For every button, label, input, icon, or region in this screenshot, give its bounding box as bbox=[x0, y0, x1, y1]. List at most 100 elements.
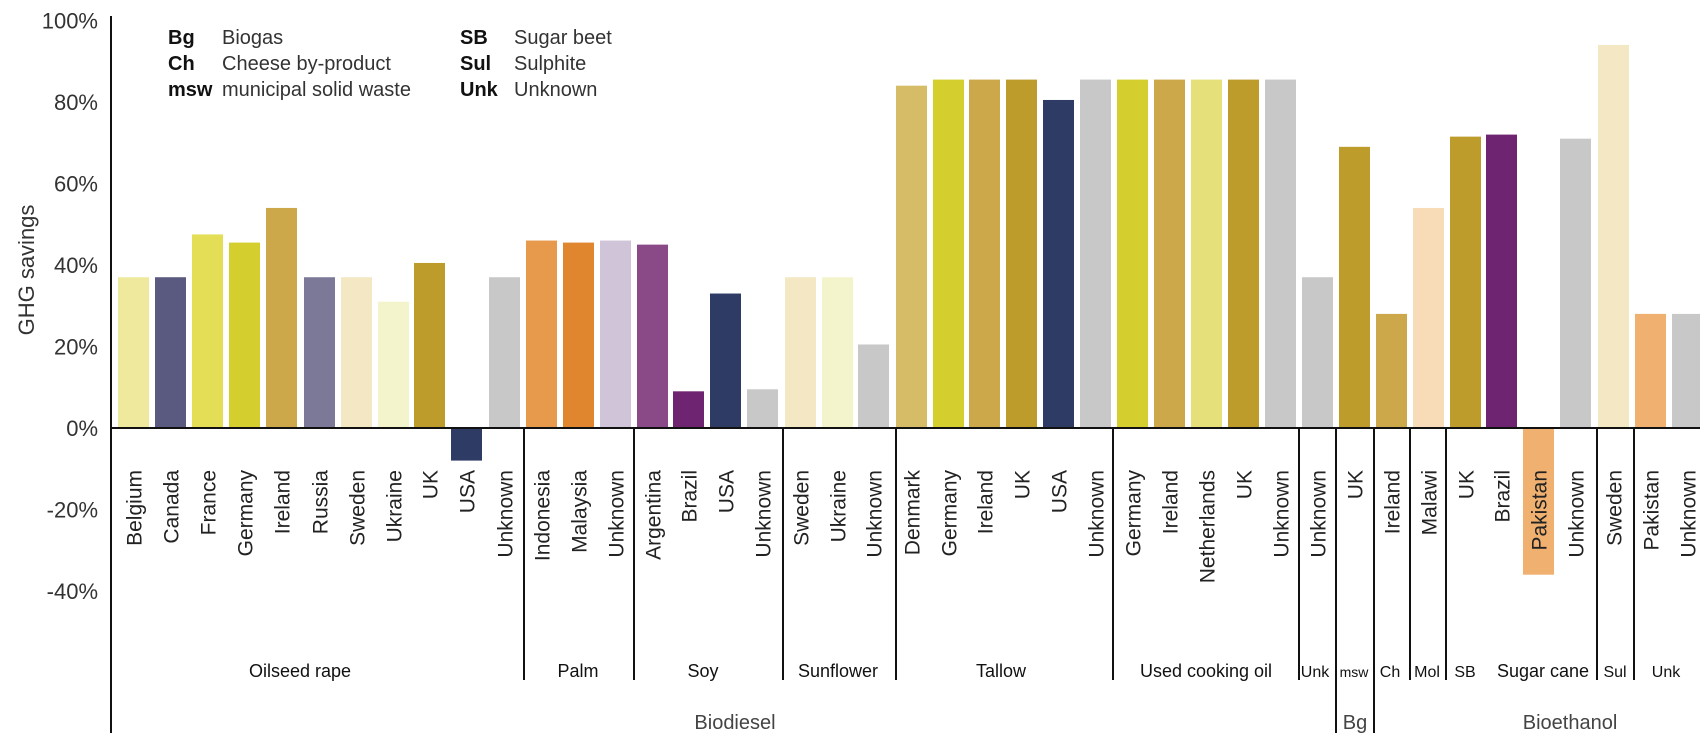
legend-text: Sugar beet bbox=[514, 27, 612, 49]
group-label: Used cooking oil bbox=[1140, 661, 1272, 681]
legend-text: Cheese by-product bbox=[222, 53, 391, 75]
bar bbox=[1117, 79, 1148, 429]
category-label: Unknown bbox=[1566, 470, 1589, 558]
bar bbox=[1154, 79, 1185, 429]
category-label: Brazil bbox=[1492, 470, 1515, 523]
bar bbox=[1043, 99, 1074, 429]
bar bbox=[600, 240, 631, 428]
bar bbox=[933, 79, 964, 429]
bar bbox=[489, 277, 520, 428]
bar bbox=[747, 389, 778, 428]
group-label: Palm bbox=[557, 661, 598, 681]
group-label: Tallow bbox=[976, 661, 1027, 681]
y-tick-label: 80% bbox=[54, 90, 98, 115]
bar bbox=[1413, 207, 1444, 428]
category-label: Germany bbox=[235, 470, 258, 557]
category-label: Russia bbox=[310, 470, 333, 535]
group-label: Unk bbox=[1301, 664, 1330, 681]
category-label: Germany bbox=[1123, 470, 1146, 557]
group-label: Sugar cane bbox=[1497, 661, 1589, 681]
bar bbox=[710, 293, 741, 428]
category-label: Ukraine bbox=[828, 470, 851, 542]
category-label: USA bbox=[1049, 470, 1072, 513]
category-label: Canada bbox=[161, 470, 184, 544]
y-tick-label: 100% bbox=[42, 9, 98, 34]
bar bbox=[1635, 313, 1666, 428]
category-label: Denmark bbox=[902, 470, 925, 556]
bar bbox=[785, 277, 816, 428]
bar bbox=[1560, 138, 1591, 429]
bar bbox=[1486, 134, 1517, 428]
category-label: UK bbox=[1456, 470, 1479, 499]
y-axis-label: GHG savings bbox=[14, 205, 39, 336]
bar bbox=[414, 262, 445, 428]
category-label: Unknown bbox=[864, 470, 887, 558]
bar bbox=[1191, 79, 1222, 429]
bar bbox=[1376, 313, 1407, 428]
legend-abbr: msw bbox=[168, 79, 213, 101]
category-label: Unknown bbox=[1308, 470, 1331, 558]
group-label: Unk bbox=[1652, 664, 1681, 681]
group-labels: Oilseed rape Palm Soy Sunflower Tallow Used c… bbox=[249, 428, 1681, 734]
category-label: Sweden bbox=[347, 470, 370, 546]
bar bbox=[969, 79, 1000, 429]
axes bbox=[110, 16, 1700, 733]
category-label: UK bbox=[1234, 470, 1257, 499]
group-label: Mol bbox=[1414, 664, 1440, 681]
bar bbox=[1523, 428, 1554, 575]
category-label: UK bbox=[1012, 470, 1035, 499]
category-label: Belgium bbox=[124, 470, 147, 546]
bar bbox=[229, 242, 260, 428]
category-label: Unknown bbox=[1086, 470, 1109, 558]
category-label: UK bbox=[1345, 470, 1368, 499]
bar bbox=[1598, 44, 1629, 428]
bar bbox=[822, 277, 853, 428]
bar bbox=[1672, 313, 1700, 428]
bar bbox=[266, 207, 297, 428]
legend-abbr: SB bbox=[460, 27, 488, 49]
bar bbox=[304, 277, 335, 428]
y-tick-label: 60% bbox=[54, 172, 98, 197]
category-label: Pakistan bbox=[1641, 470, 1664, 551]
y-ticks: 100% 80% 60% 40% 20% 0% -20% -40% bbox=[42, 9, 98, 605]
category-label: Argentina bbox=[643, 470, 666, 560]
category-label: Unknown bbox=[606, 470, 629, 558]
bar bbox=[451, 428, 482, 461]
bar bbox=[1302, 277, 1333, 428]
bar bbox=[192, 234, 223, 428]
legend-text: municipal solid waste bbox=[222, 79, 411, 101]
category-label: Unknown bbox=[1678, 470, 1700, 558]
category-label: Malawi bbox=[1419, 470, 1442, 535]
legend-abbr: Bg bbox=[168, 27, 195, 49]
legend-abbr: Unk bbox=[460, 79, 499, 101]
category-label: USA bbox=[457, 470, 480, 513]
group-label: msw bbox=[1340, 664, 1370, 680]
bar bbox=[118, 277, 149, 428]
category-label: Indonesia bbox=[532, 470, 555, 561]
bar bbox=[155, 277, 186, 428]
top-group-label: Biodiesel bbox=[694, 712, 775, 734]
legend-text: Unknown bbox=[514, 79, 597, 101]
legend-text: Sulphite bbox=[514, 53, 586, 75]
category-label: Sweden bbox=[791, 470, 814, 546]
group-label: Sul bbox=[1603, 664, 1626, 681]
bar bbox=[1080, 79, 1111, 429]
category-label: UK bbox=[420, 470, 443, 499]
bar bbox=[378, 301, 409, 428]
group-label: Oilseed rape bbox=[249, 661, 351, 681]
category-label: Ireland bbox=[1160, 470, 1183, 534]
category-label: Ireland bbox=[272, 470, 295, 534]
group-label: SB bbox=[1454, 664, 1475, 681]
bar bbox=[1450, 136, 1481, 428]
bar bbox=[858, 344, 889, 428]
category-label: Malaysia bbox=[569, 470, 592, 553]
bar bbox=[526, 240, 557, 428]
category-label: Sweden bbox=[1604, 470, 1627, 546]
category-label: Netherlands bbox=[1197, 470, 1220, 583]
legend-abbr: Sul bbox=[460, 53, 491, 75]
y-tick-label: 40% bbox=[54, 253, 98, 278]
category-label: Ukraine bbox=[384, 470, 407, 542]
category-labels: Belgium Canada France Germany Ireland Russia S… bbox=[124, 470, 1700, 584]
bars bbox=[118, 44, 1700, 575]
